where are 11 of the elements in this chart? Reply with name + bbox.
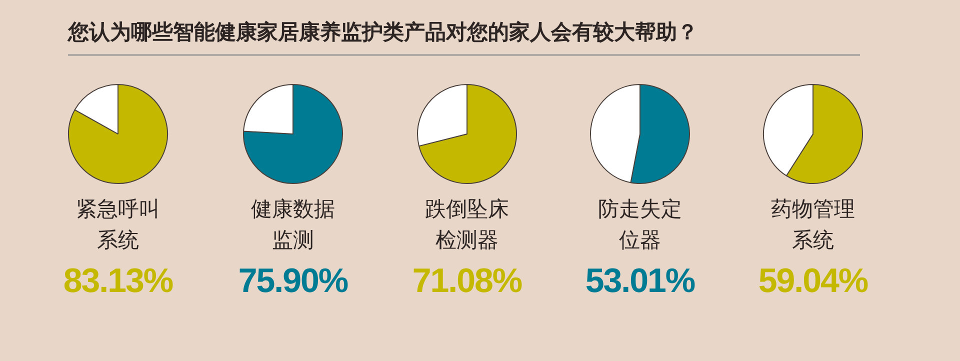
data-label: 53.01% [584, 262, 696, 301]
text: 紧急呼叫系统 [75, 196, 161, 254]
data-label: 75.90% [237, 262, 349, 301]
data-label: 83.13% [62, 262, 174, 301]
text: 跌倒坠床检测器 [424, 196, 510, 254]
text: 药物管理系统 [770, 196, 856, 254]
text: 防走失定位器 [597, 196, 683, 254]
data-label: 59.04% [757, 262, 869, 301]
text: 您认为哪些智能健康家居康养监护类产品对您的家人会有较大帮助？ [68, 19, 699, 46]
text: 健康数据监测 [250, 196, 336, 254]
data-label: 71.08% [411, 262, 523, 301]
